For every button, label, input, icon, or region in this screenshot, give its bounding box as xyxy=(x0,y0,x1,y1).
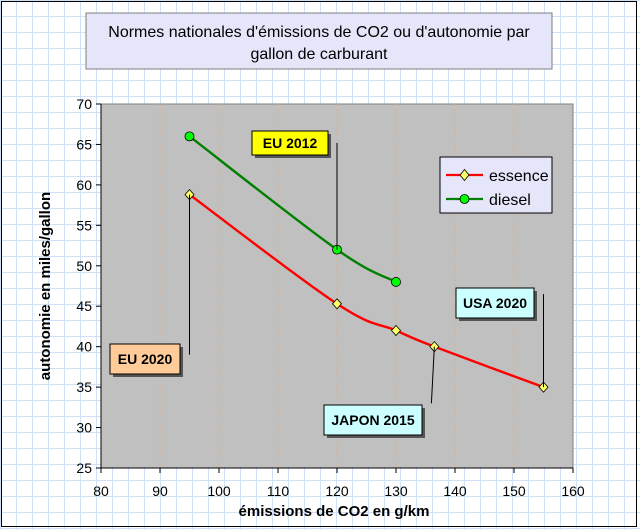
x-tick-label: 80 xyxy=(93,483,109,499)
annotation-box xyxy=(323,404,423,436)
data-point-diesel xyxy=(184,131,195,142)
y-tick-label: 65 xyxy=(76,136,92,152)
y-tick-label: 50 xyxy=(76,258,92,274)
annotation-pointer xyxy=(430,346,435,404)
y-axis-title: autonomie en miles/gallon xyxy=(37,192,54,380)
legend-essence-label: essence xyxy=(489,168,549,185)
legend-diesel-label: diesel xyxy=(489,192,531,209)
x-tick-label: 150 xyxy=(502,483,526,499)
annotation-layer: EU 2012 EU 2020 USA 2020 JAPON 2015 xyxy=(109,130,545,438)
data-point-essence xyxy=(390,324,402,337)
series-line-diesel xyxy=(188,135,397,284)
y-tick-label: 70 xyxy=(76,96,92,112)
annotation-eu-2020: EU 2020 xyxy=(109,194,191,377)
axes: 80 90 100 110 120 130 140 150 160 25 30 35 40 45 50 55 6… xyxy=(76,96,584,499)
annotation-usa-2020: USA 2020 xyxy=(455,287,545,388)
y-tick-label: 55 xyxy=(76,217,92,233)
data-point-diesel xyxy=(391,277,401,287)
data-point-essence xyxy=(331,298,343,310)
y-tick-label: 60 xyxy=(76,177,92,193)
annotation-label: USA 2020 xyxy=(463,295,527,311)
legend: essence diesel xyxy=(439,156,553,214)
series-line-essence xyxy=(188,193,544,389)
y-tick-label: 30 xyxy=(76,420,92,436)
annotation-label: JAPON 2015 xyxy=(331,412,414,428)
annotation-label: EU 2020 xyxy=(118,351,173,367)
x-axis-title: émissions de CO2 en g/km xyxy=(239,503,430,520)
annotation-box xyxy=(251,130,329,156)
x-tick-label: 160 xyxy=(561,483,585,499)
y-tick-label: 35 xyxy=(76,379,92,395)
annotation-label: EU 2012 xyxy=(263,135,318,151)
x-tick-label: 130 xyxy=(384,483,408,499)
x-tick-label: 110 xyxy=(267,483,290,499)
x-tick-label: 140 xyxy=(443,483,467,499)
x-tick-label: 100 xyxy=(207,483,231,499)
legend-diesel-marker xyxy=(459,194,470,204)
chart-title-line-1: Normes nationales d'émissions de CO2 ou … xyxy=(108,24,530,41)
chart-title-line-2: gallon de carburant xyxy=(251,46,389,63)
series-layer xyxy=(184,131,549,393)
annotation-box xyxy=(455,287,535,319)
annotation-eu-2012: EU 2012 xyxy=(251,130,338,250)
annotation-japon-2015: JAPON 2015 xyxy=(323,346,435,438)
y-tick-label: 25 xyxy=(76,460,92,476)
legend-essence-marker xyxy=(459,168,470,182)
annotation-box xyxy=(109,343,181,375)
chart-title-box: Normes nationales d'émissions de CO2 ou … xyxy=(85,12,553,70)
y-tick-label: 40 xyxy=(76,339,92,355)
x-tick-label: 90 xyxy=(152,483,168,499)
x-tick-label: 120 xyxy=(325,483,349,499)
y-tick-label: 45 xyxy=(76,298,92,314)
